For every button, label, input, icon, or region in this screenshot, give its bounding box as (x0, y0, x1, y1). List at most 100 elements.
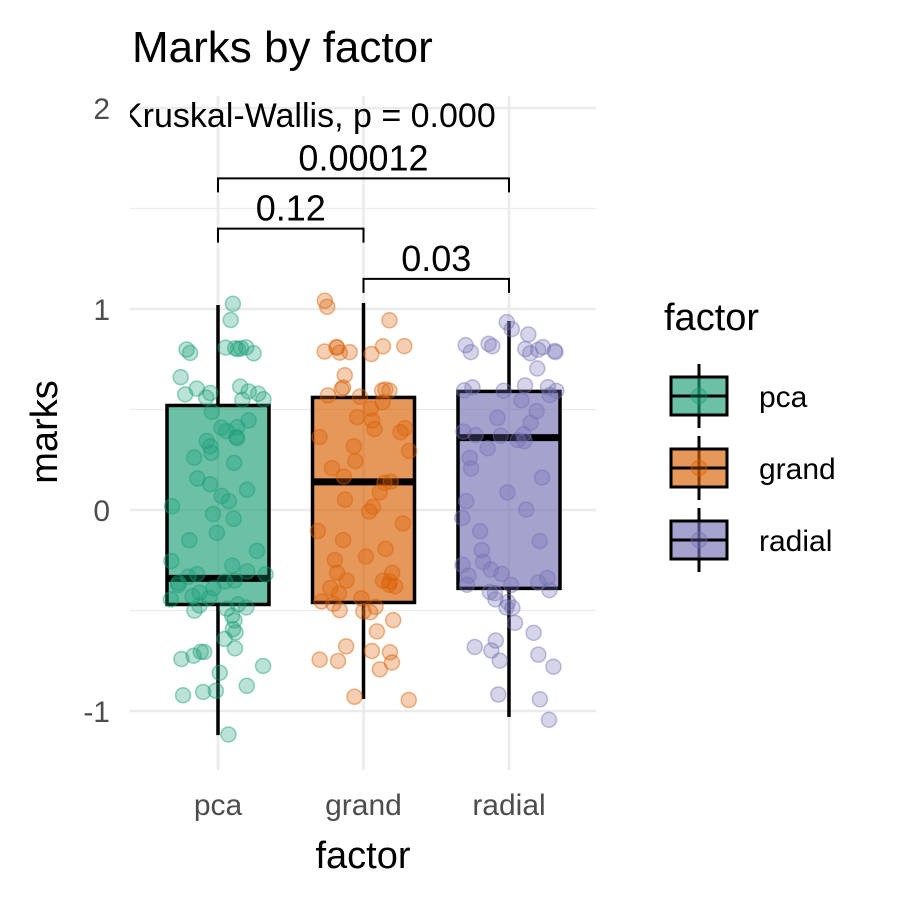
data-point-pca (218, 422, 235, 440)
data-point-grand (377, 540, 394, 558)
boxplot-grand (310, 302, 417, 699)
data-point-pca (257, 566, 274, 583)
data-point-radial (533, 469, 551, 486)
data-point-grand (313, 593, 330, 610)
data-point-radial (540, 711, 558, 729)
data-point-radial (454, 509, 471, 527)
data-point-grand (311, 651, 328, 668)
data-point-pca (238, 481, 256, 499)
data-point-pca (223, 607, 241, 624)
comparison-brackets: 0.12 0.03 0.00012 (217, 137, 510, 293)
data-point-radial (525, 624, 542, 642)
data-point-pca (198, 432, 215, 450)
data-point-grand (326, 551, 344, 569)
data-point-radial (517, 340, 534, 358)
data-point-pca (191, 597, 208, 614)
data-point-radial (499, 484, 516, 501)
bracket-p-value: 0.03 (401, 238, 471, 279)
bracket-line (217, 227, 365, 243)
data-point-pca (229, 596, 247, 613)
data-point-grand (363, 345, 380, 363)
data-point-pca (226, 339, 244, 357)
data-point-grand (328, 339, 346, 356)
data-point-grand (335, 468, 353, 485)
data-point-grand (382, 473, 399, 490)
data-point-grand (377, 381, 394, 398)
subtitle-group: Kruskal-Wallis, p = 0.000 (120, 97, 496, 135)
data-point-grand (374, 393, 391, 411)
data-point-radial (531, 532, 548, 550)
data-point-radial (491, 652, 508, 669)
data-point-pca (225, 454, 243, 472)
data-point-pca (218, 600, 236, 617)
data-point-grand (363, 412, 381, 429)
data-point-grand (361, 603, 379, 621)
data-point-pca (195, 643, 213, 661)
data-point-radial (462, 343, 480, 361)
data-point-radial (474, 553, 492, 571)
data-point-pca (245, 345, 262, 362)
legend-key-point (690, 387, 708, 405)
data-point-radial (479, 440, 496, 457)
y-tick-label: 0 (93, 495, 110, 528)
data-point-pca (228, 428, 245, 446)
data-point-grand (368, 623, 386, 640)
data-point-radial (473, 541, 491, 559)
data-point-pca (238, 563, 256, 580)
data-point-grand (383, 654, 401, 671)
data-point-radial (489, 409, 506, 427)
data-point-radial (502, 576, 520, 594)
data-point-grand (396, 419, 414, 437)
data-point-pca (240, 383, 257, 400)
data-point-grand (400, 442, 418, 460)
data-point-radial (493, 565, 510, 583)
chart-subtitle: Kruskal-Wallis, p = 0.000 (120, 97, 496, 135)
data-point-radial (515, 425, 532, 443)
data-point-pca (172, 368, 189, 386)
data-point-pca (224, 557, 241, 574)
data-point-radial (471, 523, 489, 540)
data-point-grand (336, 366, 354, 384)
data-point-grand (400, 691, 417, 709)
bracket-line (217, 177, 510, 193)
bracket-p-value: 0.00012 (298, 137, 428, 178)
data-point-grand (337, 638, 355, 655)
data-point-grand (381, 312, 398, 329)
box-iqr (310, 395, 417, 605)
data-point-radial (509, 431, 526, 449)
data-point-grand (333, 380, 350, 398)
data-point-radial (521, 344, 539, 362)
data-point-pca (254, 657, 272, 675)
data-point-grand (357, 548, 375, 565)
data-point-grand (383, 564, 401, 582)
data-point-grand (316, 292, 334, 310)
data-point-grand (345, 438, 363, 455)
data-point-grand (367, 598, 384, 616)
data-point-pca (226, 572, 243, 589)
data-point-pca (203, 444, 220, 462)
data-point-radial (520, 326, 537, 343)
data-point-radial (492, 427, 509, 445)
data-point-pca (178, 341, 195, 358)
data-point-pca (220, 726, 237, 743)
data-point-pca (201, 438, 219, 455)
data-point-grand (336, 491, 354, 508)
legend-label: pca (759, 381, 808, 414)
data-point-pca (205, 579, 222, 597)
data-point-grand (371, 484, 389, 501)
data-point-radial (522, 414, 539, 432)
data-point-grand (374, 338, 392, 355)
bracket-pca-grand: 0.12 (217, 188, 365, 243)
data-point-grand (353, 590, 370, 607)
data-point-pca (163, 552, 180, 570)
data-point-pca (213, 487, 230, 505)
data-point-radial (539, 378, 557, 396)
data-point-radial (546, 342, 564, 360)
data-point-pca (217, 339, 234, 356)
data-point-radial (528, 360, 546, 377)
data-point-grand (316, 343, 333, 360)
data-point-grand (384, 611, 402, 629)
data-point-grand (364, 498, 382, 515)
data-point-grand (330, 585, 348, 602)
data-point-pca (225, 510, 242, 528)
